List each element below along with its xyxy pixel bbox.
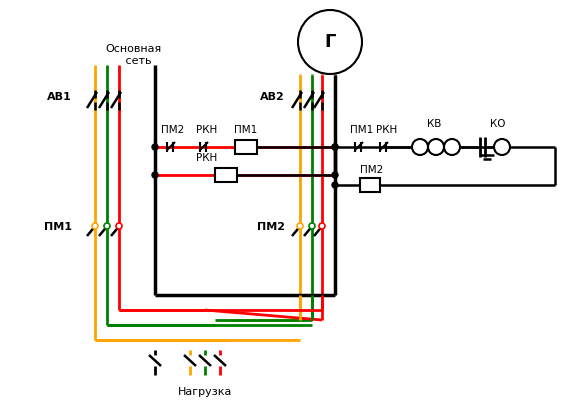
Text: РКН: РКН: [196, 153, 218, 163]
Circle shape: [319, 223, 325, 229]
Bar: [215, 168, 237, 182]
Text: ПМ1: ПМ1: [44, 222, 72, 232]
Text: КО: КО: [490, 119, 506, 129]
Text: ПМ2: ПМ2: [162, 125, 184, 135]
Text: Нагрузка: Нагрузка: [178, 387, 232, 397]
Text: ПМ1: ПМ1: [351, 125, 373, 135]
Circle shape: [332, 144, 338, 150]
Circle shape: [298, 10, 362, 74]
Circle shape: [494, 139, 510, 155]
Text: Г: Г: [324, 33, 336, 51]
Text: АВ1: АВ1: [47, 92, 72, 102]
Circle shape: [332, 172, 338, 178]
Circle shape: [104, 223, 110, 229]
Text: КВ: КВ: [427, 119, 441, 129]
Circle shape: [428, 139, 444, 155]
Circle shape: [152, 172, 158, 178]
Text: РКН: РКН: [376, 125, 397, 135]
Text: Основная
   сеть: Основная сеть: [105, 44, 161, 66]
Text: ПМ1: ПМ1: [234, 125, 258, 135]
Text: ПМ2: ПМ2: [257, 222, 285, 232]
Circle shape: [297, 223, 303, 229]
Circle shape: [412, 139, 428, 155]
Text: РКН: РКН: [196, 125, 218, 135]
Circle shape: [309, 223, 315, 229]
Circle shape: [116, 223, 122, 229]
Text: АВ2: АВ2: [260, 92, 285, 102]
Circle shape: [444, 139, 460, 155]
Bar: [360, 178, 380, 192]
Circle shape: [152, 144, 158, 150]
Text: ПМ2: ПМ2: [360, 165, 384, 175]
Circle shape: [92, 223, 98, 229]
Circle shape: [332, 144, 338, 150]
Circle shape: [332, 182, 338, 188]
Bar: [235, 140, 257, 154]
